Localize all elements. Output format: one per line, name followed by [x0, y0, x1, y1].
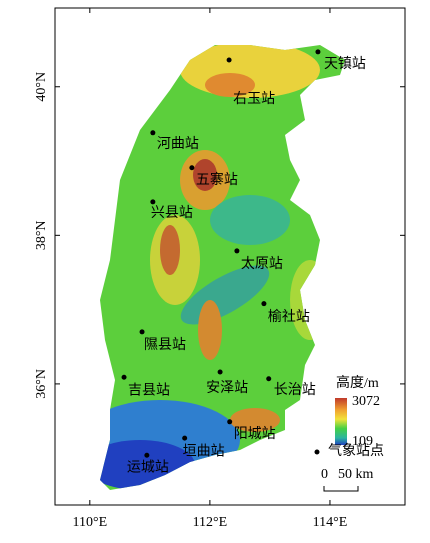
legend-station-dot [314, 449, 320, 455]
y-tick-label: 40°N [34, 72, 49, 102]
scale-label: 50 km [338, 467, 374, 482]
station [315, 49, 321, 55]
map-frame [54, 7, 406, 506]
station [226, 57, 232, 63]
station-label: 五寨站 [196, 171, 238, 188]
station [144, 452, 150, 458]
station [227, 419, 233, 425]
station [150, 199, 156, 205]
x-tick-label: 114°E [313, 515, 348, 530]
scale-zero: 0 [321, 467, 328, 482]
station-label: 兴县站 [151, 205, 193, 221]
station [139, 329, 145, 335]
station-label: 河曲站 [157, 136, 199, 152]
station [121, 374, 127, 380]
station [189, 165, 195, 171]
colorbar-max: 3072 [352, 394, 380, 409]
terrain [100, 45, 345, 490]
station-label: 右玉站 [233, 91, 275, 107]
station [150, 130, 156, 136]
station-label: 太原站 [241, 256, 283, 272]
y-tick-label: 36°N [34, 369, 49, 399]
legend-station: 气象站点 [328, 443, 384, 459]
station-label: 吉县站 [128, 382, 170, 398]
colorbar [335, 398, 347, 445]
station-label: 运城站 [127, 459, 169, 475]
colorbar-min: 109 [352, 434, 373, 449]
station-label: 隰县站 [144, 337, 186, 353]
station-label: 阳城站 [234, 426, 276, 442]
x-tick-label: 112°E [193, 515, 228, 530]
station-label: 长治站 [274, 382, 316, 398]
y-tick-label: 38°N [34, 220, 49, 250]
station-label: 榆社站 [268, 309, 310, 325]
station [261, 301, 267, 307]
scale-bar [323, 486, 359, 492]
station [234, 248, 240, 254]
station [182, 435, 188, 441]
station-label: 垣曲站 [183, 443, 225, 459]
station-label: 安泽站 [206, 380, 248, 396]
station [217, 369, 223, 375]
station-label: 天镇站 [324, 56, 366, 72]
legend-title: 高度/m [336, 374, 379, 391]
x-tick-label: 110°E [72, 515, 107, 530]
station [266, 376, 272, 382]
